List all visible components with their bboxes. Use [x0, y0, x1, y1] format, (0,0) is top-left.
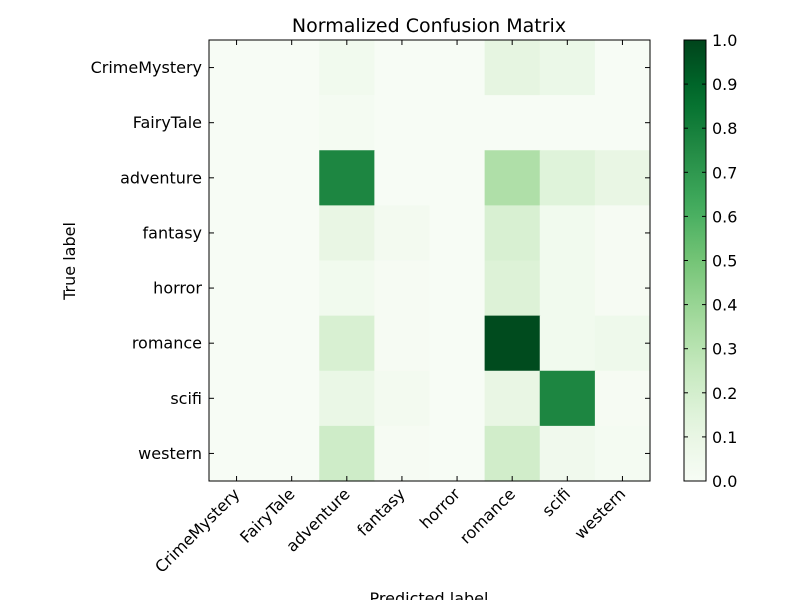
y-tick-label: horror	[153, 279, 202, 298]
heatmap-cell	[484, 260, 541, 317]
colorbar-tick-label: 0.5	[712, 252, 737, 271]
heatmap-cell	[374, 150, 431, 206]
x-tick-label: scifi	[538, 484, 574, 520]
heatmap-cell	[264, 40, 320, 96]
colorbar-ticks: 0.0 0.1 0.2 0.3 0.4 0.5 0.6 0.7 0.8 0.9 1.0	[684, 31, 737, 491]
y-axis-label: True label	[60, 222, 79, 301]
heatmap-cell	[539, 260, 596, 317]
heatmap-cell	[539, 150, 596, 206]
y-tick-label: FairyTale	[133, 113, 202, 132]
heatmap-cell	[539, 425, 596, 482]
heatmap-cells	[209, 40, 651, 482]
heatmap-cell	[484, 95, 541, 151]
heatmap-cell	[264, 370, 320, 427]
heatmap-cell	[484, 205, 541, 262]
heatmap-cell	[319, 40, 375, 96]
heatmap-cell	[374, 315, 431, 372]
y-tick-label: romance	[132, 334, 202, 353]
heatmap-cell	[539, 315, 596, 372]
x-axis-label: Predicted label	[370, 589, 489, 600]
heatmap-cell	[209, 370, 265, 427]
heatmap-cell	[374, 370, 431, 427]
heatmap-cell	[539, 40, 596, 96]
heatmap-cell	[209, 205, 265, 262]
heatmap-cell	[594, 315, 651, 372]
heatmap-cell	[209, 150, 265, 206]
heatmap-cell	[209, 260, 265, 317]
heatmap-cell	[429, 95, 486, 151]
x-tick-label: western	[571, 484, 630, 543]
heatmap-cell	[319, 95, 375, 151]
x-tick-label: CrimeMystery	[151, 484, 243, 576]
colorbar-tick-label: 1.0	[712, 31, 737, 50]
heatmap-cell	[264, 260, 320, 317]
heatmap-cell	[484, 425, 541, 482]
heatmap-cell	[319, 260, 375, 317]
heatmap-cell	[429, 315, 486, 372]
heatmap-cell	[539, 370, 596, 427]
heatmap-cell	[264, 425, 320, 482]
heatmap-cell	[209, 425, 265, 482]
plot-frame	[208, 39, 651, 482]
colorbar-tick-label: 0.1	[712, 428, 737, 447]
heatmap-cell	[484, 40, 541, 96]
y-tick-label: western	[138, 444, 202, 463]
heatmap-cell	[319, 150, 375, 206]
heatmap-cell	[429, 205, 486, 262]
heatmap-cell	[539, 95, 596, 151]
x-tick-label: horror	[416, 484, 464, 532]
colorbar-tick-label: 0.3	[712, 340, 737, 359]
heatmap-cell	[319, 370, 375, 427]
colorbar-tick-label: 0.8	[712, 119, 737, 138]
heatmap-cell	[374, 260, 431, 317]
x-tick-label: romance	[456, 484, 519, 547]
colorbar-tick-label: 0.0	[712, 472, 737, 491]
heatmap-cell	[539, 205, 596, 262]
y-tick-label: CrimeMystery	[91, 58, 202, 77]
y-tick-label: adventure	[120, 168, 202, 187]
heatmap-cell	[374, 40, 431, 96]
heatmap-cell	[429, 425, 486, 482]
heatmap-cell	[264, 205, 320, 262]
heatmap-cell	[429, 260, 486, 317]
heatmap-cell	[374, 95, 431, 151]
colorbar-tick-label: 0.6	[712, 207, 737, 226]
y-tick-label: fantasy	[143, 223, 202, 242]
colorbar-tick-label: 0.2	[712, 384, 737, 403]
heatmap-cell	[429, 150, 486, 206]
chart-title: Normalized Confusion Matrix	[292, 15, 566, 37]
heatmap-cell	[209, 95, 265, 151]
axis-ticks	[209, 40, 650, 481]
heatmap-cell	[264, 150, 320, 206]
heatmap-cell	[594, 260, 651, 317]
heatmap-cell	[374, 425, 431, 482]
heatmap-cell	[264, 315, 320, 372]
heatmap-cell	[319, 425, 375, 482]
heatmap-cell	[594, 205, 651, 262]
heatmap-cell	[374, 205, 431, 262]
colorbar-tick-label: 0.4	[712, 296, 737, 315]
heatmap-cell	[209, 315, 265, 372]
heatmap-cell	[594, 40, 651, 96]
heatmap-cell	[594, 95, 651, 151]
colorbar-tick-label: 0.9	[712, 75, 737, 94]
colorbar-tick-label: 0.7	[712, 163, 737, 182]
heatmap-cell	[264, 95, 320, 151]
heatmap-cell	[594, 150, 651, 206]
y-tick-label: scifi	[170, 389, 202, 408]
heatmap-cell	[484, 315, 541, 372]
heatmap-cell	[429, 40, 486, 96]
heatmap-cell	[484, 370, 541, 427]
heatmap-cell	[429, 370, 486, 427]
heatmap-cell	[594, 370, 651, 427]
heatmap-cell	[484, 150, 541, 206]
heatmap-cell	[319, 315, 375, 372]
heatmap-cell	[209, 40, 265, 96]
heatmap-cell	[319, 205, 375, 262]
y-tick-labels: CrimeMystery FairyTale adventure fantasy hor…	[91, 58, 203, 463]
heatmap-cell	[594, 425, 651, 482]
x-tick-label: fantasy	[353, 484, 408, 539]
